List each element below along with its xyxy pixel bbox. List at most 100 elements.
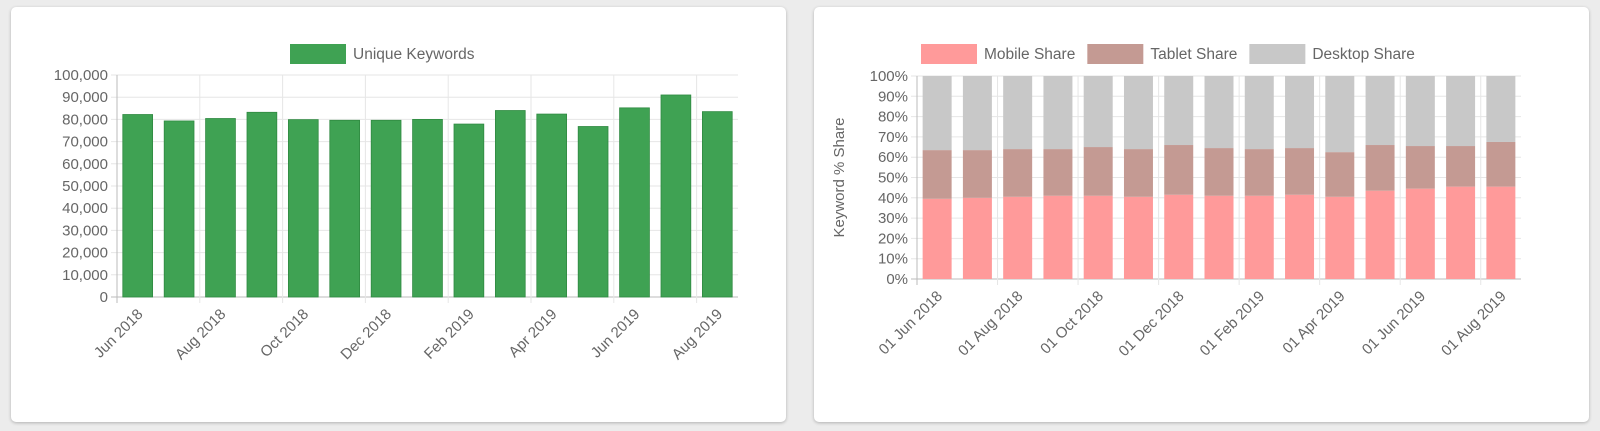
bar-mobile-share-01-sep-2018 <box>1043 195 1073 279</box>
unique-keywords-card: 100,000 90,000 80,000 70,000 60,000 50,000 40,… <box>11 7 786 422</box>
bar-mobile-share-01-jul-2019 <box>1446 186 1476 279</box>
bar-mobile-share-01-jul-2018 <box>962 197 992 279</box>
y-tick-label: 0 <box>100 289 108 306</box>
bar-desktop-share-01-apr-2019 <box>1325 76 1355 153</box>
bar-mobile-share-01-jan-2019 <box>1204 195 1234 279</box>
x-tick-label: 01 Jun 2019 <box>1359 288 1429 358</box>
bar-desktop-share-01-jan-2019 <box>1204 76 1234 149</box>
bar-unique-keywords-jul-2018 <box>163 120 195 298</box>
legend-label-tablet-share: Tablet Share <box>1150 46 1237 63</box>
bar-mobile-share-01-mar-2019 <box>1285 194 1315 279</box>
y-tick-label: 50% <box>878 170 908 187</box>
bar-unique-keywords-oct-2018 <box>287 119 319 298</box>
y-tick-label: 100,000 <box>54 67 108 84</box>
bar-tablet-share-01-jan-2019 <box>1204 148 1234 196</box>
bar-desktop-share-01-jun-2019 <box>1405 76 1435 147</box>
bar-desktop-share-01-aug-2018 <box>1003 76 1033 150</box>
legend-swatch-tablet-share <box>1087 44 1144 64</box>
x-tick-label: Oct 2018 <box>257 306 312 361</box>
bar-tablet-share-01-aug-2018 <box>1003 149 1033 197</box>
bar-tablet-share-01-jul-2019 <box>1446 146 1476 187</box>
bar-mobile-share-01-aug-2018 <box>1003 196 1033 279</box>
x-tick-label: Dec 2018 <box>337 306 394 363</box>
bar-mobile-share-01-jun-2018 <box>922 198 952 279</box>
y-tick-label: 30% <box>878 210 908 227</box>
bar-unique-keywords-jul-2019 <box>660 94 692 298</box>
bar-unique-keywords-aug-2019 <box>701 111 733 298</box>
bar-tablet-share-01-mar-2019 <box>1285 148 1315 195</box>
y-tick-label: 20,000 <box>62 245 108 262</box>
bar-unique-keywords-jan-2019 <box>412 119 443 298</box>
y-tick-label: 90% <box>878 88 908 105</box>
bar-unique-keywords-feb-2019 <box>453 123 485 298</box>
bar-mobile-share-01-nov-2018 <box>1123 196 1153 279</box>
y-tick-label: 70% <box>878 129 908 146</box>
bar-unique-keywords-nov-2018 <box>329 119 361 298</box>
bar-mobile-share-01-jun-2019 <box>1405 188 1435 279</box>
bar-tablet-share-01-apr-2019 <box>1325 152 1355 197</box>
x-tick-label: Jun 2018 <box>91 306 147 362</box>
bar-tablet-share-01-oct-2018 <box>1083 147 1113 196</box>
legend-swatch-mobile-share <box>921 44 977 64</box>
bar-tablet-share-01-jul-2018 <box>962 150 992 198</box>
x-tick-label: Feb 2019 <box>421 306 478 363</box>
bar-unique-keywords-dec-2018 <box>370 119 402 298</box>
bar-desktop-share-01-may-2019 <box>1365 76 1395 146</box>
bar-desktop-share-01-sep-2018 <box>1043 76 1073 150</box>
x-tick-label: Apr 2019 <box>505 306 560 361</box>
x-tick-label: 01 Aug 2018 <box>955 288 1027 360</box>
y-tick-label: 10% <box>878 251 908 268</box>
x-tick-label: 01 Jun 2018 <box>876 288 946 358</box>
y-tick-label: 60,000 <box>62 156 108 173</box>
bar-unique-keywords-jun-2018 <box>122 114 154 298</box>
bar-mobile-share-01-may-2019 <box>1365 190 1395 279</box>
bar-desktop-share-01-oct-2018 <box>1083 76 1113 148</box>
legend-label-desktop-share: Desktop Share <box>1312 46 1415 63</box>
bar-tablet-share-01-jun-2019 <box>1405 146 1435 189</box>
y-tick-label: 30,000 <box>62 222 108 239</box>
x-tick-label: Aug 2018 <box>172 306 229 363</box>
bar-mobile-share-01-dec-2018 <box>1164 194 1194 279</box>
bar-tablet-share-01-jun-2018 <box>922 150 952 199</box>
y-tick-label: 40,000 <box>62 200 108 217</box>
bar-mobile-share-01-apr-2019 <box>1325 196 1355 279</box>
y-tick-label: 70,000 <box>62 134 108 151</box>
legend-swatch-desktop-share <box>1249 44 1306 64</box>
y-tick-label: 0% <box>886 271 908 288</box>
bar-unique-keywords-sep-2018 <box>246 111 278 298</box>
x-tick-label: Aug 2019 <box>669 306 726 363</box>
y-tick-label: 60% <box>878 149 908 166</box>
keyword-share-card: 100% 90% 80% 70% 60% 50% 40% 30% 20% 10% 0% 01 Jun … <box>814 7 1589 422</box>
keyword-share-chart: 100%90%80%70%60%50%40%30%20%10%0%01 Jun … <box>831 44 1521 360</box>
legend-label-unique-keywords: Unique Keywords <box>353 46 475 63</box>
bar-mobile-share-01-oct-2018 <box>1083 195 1113 279</box>
y-tick-label: 20% <box>878 230 908 247</box>
bar-desktop-share-01-aug-2019 <box>1486 76 1516 142</box>
x-tick-label: 01 Oct 2018 <box>1037 288 1107 358</box>
x-tick-label: 01 Apr 2019 <box>1279 288 1348 357</box>
y-tick-label: 40% <box>878 190 908 207</box>
y-tick-label: 100% <box>870 68 908 85</box>
x-tick-label: 01 Aug 2019 <box>1438 288 1510 360</box>
bar-unique-keywords-jun-2019 <box>619 107 650 298</box>
y-tick-label: 80,000 <box>62 111 108 128</box>
legend-label-mobile-share: Mobile Share <box>984 46 1075 63</box>
x-tick-label: 01 Feb 2019 <box>1197 288 1269 360</box>
x-tick-label: Jun 2019 <box>588 306 644 362</box>
legend-swatch-unique-keywords <box>290 44 346 64</box>
bar-desktop-share-01-mar-2019 <box>1285 76 1315 149</box>
bar-desktop-share-01-dec-2018 <box>1164 76 1194 146</box>
bar-tablet-share-01-feb-2019 <box>1244 149 1274 196</box>
unique-keywords-chart: 100,000 90,000 80,000 70,000 60,000 50,000 40,… <box>54 44 738 363</box>
bar-desktop-share-01-nov-2018 <box>1123 76 1153 150</box>
y-tick-label: 90,000 <box>62 89 108 106</box>
bar-mobile-share-01-feb-2019 <box>1244 195 1274 279</box>
bar-desktop-share-01-jul-2019 <box>1446 76 1476 147</box>
bar-tablet-share-01-aug-2019 <box>1486 141 1516 187</box>
bar-mobile-share-01-aug-2019 <box>1486 186 1516 279</box>
bar-desktop-share-01-jul-2018 <box>962 76 992 151</box>
bar-unique-keywords-mar-2019 <box>494 110 526 298</box>
bar-tablet-share-01-may-2019 <box>1365 145 1395 191</box>
bar-tablet-share-01-dec-2018 <box>1164 145 1194 195</box>
y-axis-label: Keyword % Share <box>831 117 848 237</box>
